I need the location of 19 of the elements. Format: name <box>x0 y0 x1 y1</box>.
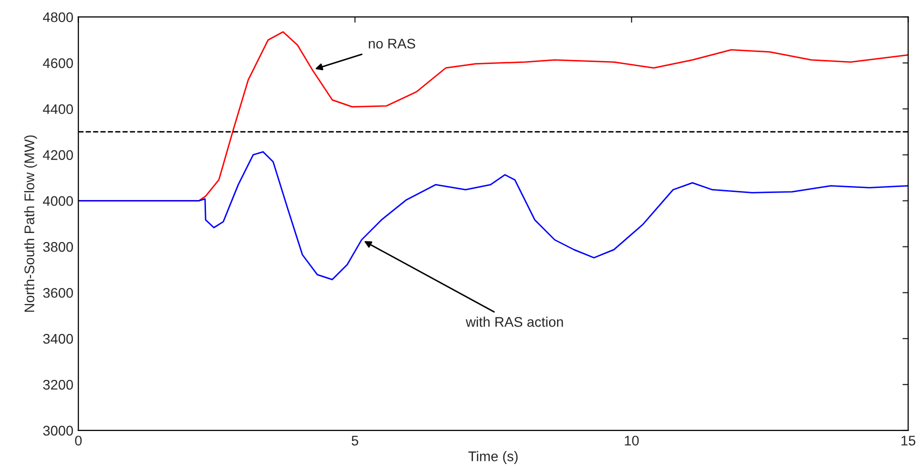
y-tick-label: 4800 <box>42 12 73 22</box>
annotation: with RAS action <box>466 316 563 327</box>
y-tick-label: 3000 <box>43 426 73 436</box>
y-tick-label: 4000 <box>42 196 73 206</box>
y-tick-label: 3200 <box>43 380 73 390</box>
y-tick-label: 4400 <box>42 104 73 114</box>
x-tick-label: 5 <box>352 436 358 446</box>
y-tick-label: 4200 <box>42 150 73 160</box>
y-tick-label: 3800 <box>43 242 73 252</box>
x-tick-label: 10 <box>624 436 639 446</box>
line-series <box>78 151 908 280</box>
y-tick-label: 3600 <box>43 288 73 298</box>
x-axis-title: Time (s) <box>468 451 518 464</box>
x-tick-label: 0 <box>75 436 82 446</box>
y-tick-label: 3400 <box>43 334 73 344</box>
annotation: no RAS <box>368 38 416 49</box>
x-tick-label: 15 <box>902 436 916 446</box>
y-axis-title: North-South Path Flow (MW) <box>24 135 38 312</box>
y-tick-label: 4600 <box>42 58 73 68</box>
